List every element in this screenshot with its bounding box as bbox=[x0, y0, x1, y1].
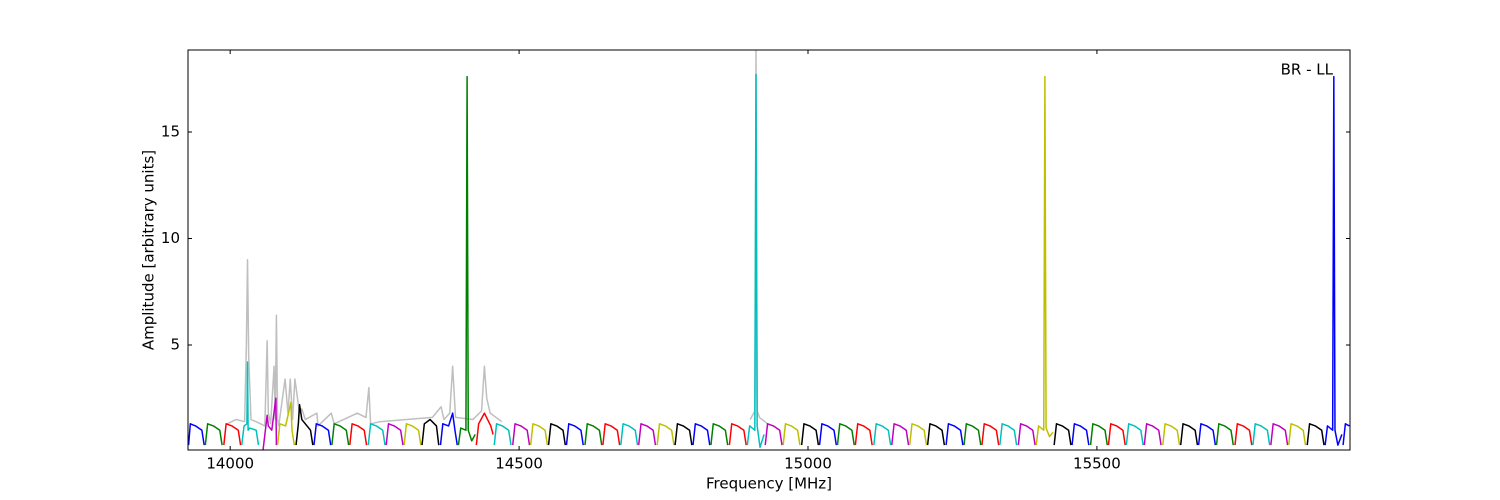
spectrum-line bbox=[999, 423, 1018, 446]
spectrum-line bbox=[1197, 423, 1217, 446]
spectrum-line bbox=[1035, 75, 1054, 446]
spectrum-line bbox=[276, 401, 296, 446]
spectrum-line bbox=[800, 423, 820, 446]
spectrum-line bbox=[1306, 423, 1325, 446]
spectrum-line bbox=[262, 397, 278, 450]
spectrum-line bbox=[656, 423, 675, 446]
spectrum-line bbox=[223, 423, 242, 446]
spectrum-line bbox=[1234, 423, 1253, 446]
spectrum-line bbox=[565, 423, 584, 446]
plot-area bbox=[188, 50, 1350, 450]
spectrum-line bbox=[1288, 423, 1307, 446]
spectrum-line bbox=[1017, 423, 1036, 446]
spectrum-line bbox=[926, 423, 946, 446]
spectrum-line bbox=[511, 423, 531, 446]
spectrum-line bbox=[854, 423, 873, 446]
spectrum-line bbox=[891, 423, 910, 446]
y-tick-label: 10 bbox=[161, 229, 180, 247]
spectrum-line bbox=[873, 423, 892, 446]
spectrum-line bbox=[908, 423, 928, 446]
spectrum-line bbox=[782, 423, 801, 446]
spectrum-line bbox=[981, 423, 1000, 446]
spectrum-line bbox=[1252, 423, 1271, 446]
spectrum-line bbox=[692, 423, 711, 446]
x-tick-label: 15000 bbox=[784, 455, 832, 473]
spectrum-line bbox=[1053, 423, 1072, 446]
spectrum-line bbox=[331, 423, 350, 446]
spectrum-line bbox=[385, 423, 404, 446]
spectrum-line bbox=[295, 403, 314, 446]
spectrum-line bbox=[818, 423, 838, 446]
spectrum-line bbox=[367, 423, 386, 446]
x-tick-label: 15500 bbox=[1073, 455, 1121, 473]
spectrum-line bbox=[529, 423, 549, 446]
spectrum-line bbox=[728, 423, 747, 446]
spectrum-line bbox=[1143, 423, 1162, 446]
spectrum-line bbox=[1270, 423, 1289, 446]
spectrum-line bbox=[475, 412, 494, 446]
spectrum-line bbox=[945, 423, 964, 446]
spectrum-line bbox=[1162, 423, 1181, 446]
spectrum-line bbox=[1215, 423, 1235, 446]
spectrum-line bbox=[1179, 423, 1199, 446]
spectrum-line bbox=[493, 423, 512, 446]
spectrum-line bbox=[836, 423, 855, 446]
spectrum-line bbox=[421, 418, 440, 446]
y-tick-label: 5 bbox=[170, 335, 180, 353]
y-tick-label: 15 bbox=[161, 123, 180, 141]
spectrum-line bbox=[674, 423, 693, 446]
spectrum-line bbox=[1089, 423, 1109, 446]
spectrum-line bbox=[764, 423, 783, 446]
spectrum-line bbox=[1071, 423, 1090, 446]
axes-frame bbox=[187, 49, 1351, 451]
x-tick-label: 14000 bbox=[206, 455, 254, 473]
spectrum-line bbox=[963, 423, 982, 446]
spectrum-line bbox=[602, 423, 621, 446]
spectrum-line bbox=[188, 423, 205, 446]
spectrum-line bbox=[403, 423, 422, 446]
annotation: BR - LL bbox=[1281, 61, 1334, 79]
spectrum-line bbox=[313, 423, 332, 446]
x-axis-label: Frequency [MHz] bbox=[706, 475, 832, 493]
spectrum-line bbox=[547, 423, 567, 446]
spectrum-line bbox=[1107, 423, 1126, 446]
x-tick-label: 14500 bbox=[495, 455, 543, 473]
spectrum-line bbox=[710, 423, 729, 446]
spectrum-line bbox=[1342, 423, 1350, 446]
spectrum-line bbox=[349, 423, 368, 446]
spectrum-line bbox=[637, 423, 657, 446]
spectrum-line bbox=[746, 73, 765, 448]
spectrum-line bbox=[439, 412, 459, 446]
spectrum-line bbox=[620, 423, 639, 446]
y-axis-label: Amplitude [arbitrary units] bbox=[140, 150, 158, 350]
spectrum-line bbox=[1324, 75, 1343, 446]
spectrum-line bbox=[204, 423, 223, 446]
spectrum-line bbox=[584, 423, 603, 446]
spectrum-line bbox=[240, 361, 260, 446]
spectrum-line bbox=[457, 75, 476, 446]
spectrum-line bbox=[1125, 423, 1144, 446]
